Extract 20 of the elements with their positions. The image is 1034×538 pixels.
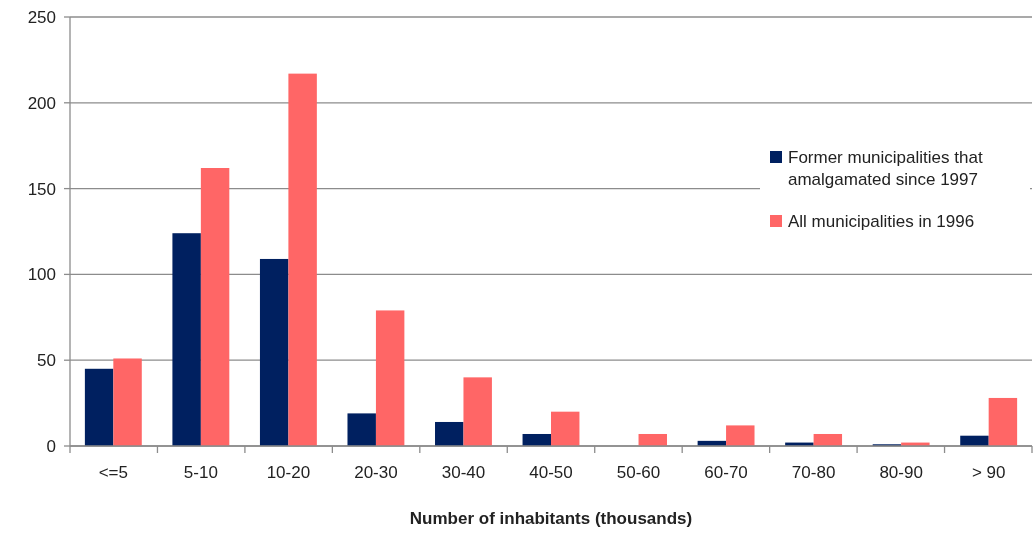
x-tick-label: 10-20	[266, 463, 311, 482]
y-tick-label: 250	[27, 7, 56, 27]
x-axis-title: Number of inhabitants (thousands)	[409, 509, 693, 528]
y-tick-label: 50	[37, 351, 56, 371]
x-tick-label: 80-90	[879, 463, 923, 482]
x-tick-label: > 90	[971, 463, 1006, 482]
legend-label: All municipalities in 1996	[788, 211, 975, 231]
x-tick-label: <=5	[98, 463, 128, 482]
x-tick-label: 40-50	[529, 463, 573, 482]
legend-label: Former municipalities that amalgamated since 1997	[788, 147, 983, 189]
y-tick-label: 0	[46, 436, 56, 456]
x-tick-label: 70-80	[791, 463, 836, 482]
x-tick-label: 5-10	[183, 463, 218, 482]
x-tick-label: 20-30	[354, 463, 398, 482]
x-tick-label: 30-40	[441, 463, 486, 482]
y-tick-label: 200	[27, 93, 56, 113]
x-tick-label: 60-70	[704, 463, 748, 482]
y-tick-label: 100	[27, 265, 56, 285]
y-tick-label: 150	[27, 179, 56, 199]
x-tick-label: 50-60	[616, 463, 661, 482]
